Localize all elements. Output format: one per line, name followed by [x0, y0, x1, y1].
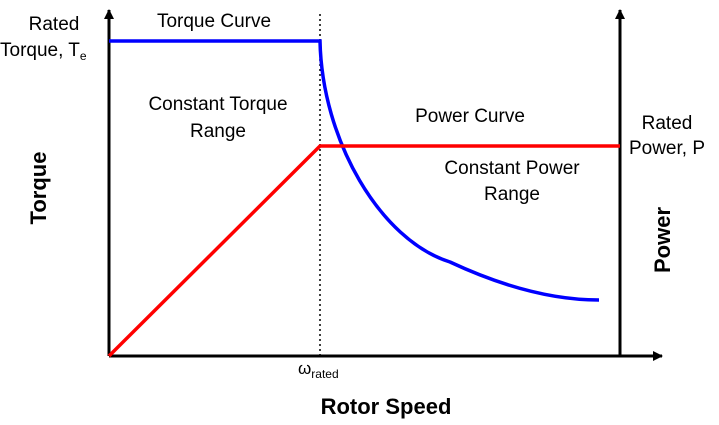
torque-curve-label: Torque Curve	[157, 11, 271, 32]
x-axis-title: Rotor Speed	[321, 394, 452, 419]
power-curve-label: Power Curve	[415, 106, 525, 127]
rated-power-label-line1: Rated	[642, 113, 693, 134]
rated-torque-label-text: Torque, T	[0, 40, 80, 61]
rated-torque-label-line1: Rated	[29, 14, 80, 35]
rated-torque-label-line2: Torque, Te	[0, 40, 87, 63]
constant-power-range-line1: Constant Power	[444, 158, 580, 179]
constant-torque-range-line2: Range	[190, 121, 246, 142]
constant-torque-range-line1: Constant Torque	[148, 94, 287, 115]
rated-speed-subscript: rated	[311, 367, 338, 381]
left-axis-title: Torque	[26, 152, 51, 225]
right-axis-title: Power	[650, 207, 675, 273]
rated-speed-label: ωrated	[298, 359, 339, 381]
rated-power-label-line2: Power, P	[629, 138, 705, 159]
constant-power-range-line2: Range	[484, 184, 540, 205]
torque-curve	[109, 39, 600, 302]
power-curve	[107, 144, 620, 358]
omega-symbol: ω	[298, 359, 311, 378]
rated-torque-subscript: e	[80, 49, 87, 63]
